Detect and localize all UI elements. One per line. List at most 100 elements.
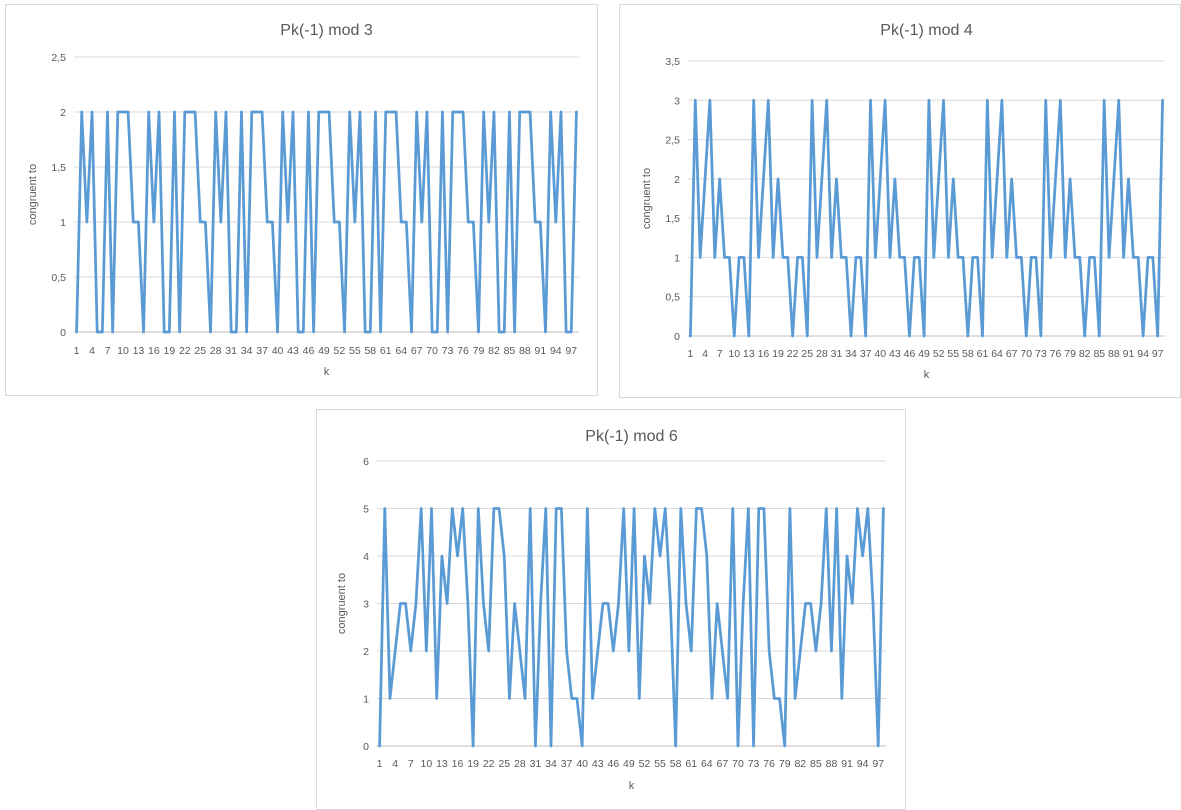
y-axis-label: congruent to	[27, 164, 39, 225]
x-tick-label: 94	[857, 758, 869, 770]
x-tick-label: 79	[1064, 348, 1076, 360]
y-tick-label: 0,5	[665, 292, 680, 304]
x-tick-label: 1	[377, 758, 383, 770]
y-tick-label: 3	[363, 599, 369, 611]
x-tick-label: 40	[874, 348, 886, 360]
x-tick-label: 22	[787, 348, 799, 360]
chart-title: Pk(-1) mod 4	[880, 22, 973, 39]
x-tick-label: 82	[488, 345, 500, 357]
x-tick-label: 52	[334, 345, 346, 357]
y-tick-label: 1	[363, 694, 369, 706]
x-tick-label: 58	[962, 348, 974, 360]
x-tick-label: 64	[395, 345, 407, 357]
x-tick-label: 82	[794, 758, 806, 770]
x-tick-label: 73	[1035, 348, 1047, 360]
x-tick-label: 4	[702, 348, 708, 360]
x-tick-label: 67	[411, 345, 423, 357]
y-tick-label: 0	[674, 331, 680, 343]
y-tick-label: 2,5	[51, 52, 66, 64]
y-axis-label: congruent to	[336, 573, 348, 634]
x-tick-label: 7	[408, 758, 414, 770]
x-tick-label: 22	[483, 758, 495, 770]
x-tick-label: 16	[452, 758, 464, 770]
x-tick-label: 25	[194, 345, 206, 357]
x-tick-label: 31	[831, 348, 843, 360]
chart-title: Pk(-1) mod 3	[280, 22, 373, 39]
x-tick-label: 49	[623, 758, 635, 770]
x-tick-label: 19	[467, 758, 479, 770]
x-tick-label: 61	[380, 345, 392, 357]
x-tick-label: 58	[364, 345, 376, 357]
y-tick-label: 1	[60, 217, 66, 229]
x-tick-label: 16	[148, 345, 160, 357]
chart-panel-mod4: Pk(-1) mod 4 0 0,5 1 1,5 2 2,5 3 3,5 1 4 7 10 13 16 19 2…	[619, 4, 1181, 398]
x-tick-label: 4	[89, 345, 95, 357]
x-tick-label: 94	[1137, 348, 1149, 360]
x-tick-label: 88	[519, 345, 531, 357]
x-tick-label: 49	[918, 348, 930, 360]
x-tick-label: 31	[530, 758, 542, 770]
x-tick-label: 19	[772, 348, 784, 360]
x-tick-label: 91	[1123, 348, 1135, 360]
x-tick-label: 19	[163, 345, 175, 357]
x-tick-label: 16	[758, 348, 770, 360]
y-tick-label: 2,5	[665, 135, 680, 147]
x-tick-label: 88	[1108, 348, 1120, 360]
x-axis-label: k	[924, 369, 930, 381]
chart-panel-mod6: Pk(-1) mod 6 0 1 2 3 4 5 6 1 4 7 10 13 16 19 22 25 28 31 34…	[316, 409, 906, 810]
x-tick-label: 52	[639, 758, 651, 770]
chart-svg-mod4: Pk(-1) mod 400,511,522,533,51 4 7 10 13 16 19 2…	[641, 22, 1165, 381]
x-tick-label: 52	[933, 348, 945, 360]
series-line	[378, 507, 885, 748]
x-tick-label: 70	[732, 758, 744, 770]
series-line	[75, 110, 578, 334]
x-tick-label: 64	[991, 348, 1003, 360]
x-tick-label: 46	[904, 348, 916, 360]
x-tick-label: 61	[977, 348, 989, 360]
x-tick-label: 28	[816, 348, 828, 360]
x-tick-label: 43	[287, 345, 299, 357]
y-tick-label: 4	[363, 551, 369, 563]
x-tick-label: 43	[592, 758, 604, 770]
x-tick-label: 76	[457, 345, 469, 357]
x-tick-label: 13	[133, 345, 145, 357]
y-tick-label: 1	[674, 252, 680, 264]
x-tick-label: 10	[117, 345, 129, 357]
y-tick-label: 1,5	[665, 213, 680, 225]
x-tick-label: 97	[565, 345, 577, 357]
x-tick-label: 37	[860, 348, 872, 360]
x-tick-label: 22	[179, 345, 191, 357]
x-tick-label: 73	[442, 345, 454, 357]
y-tick-label: 3	[674, 95, 680, 107]
x-tick-label: 46	[607, 758, 619, 770]
y-tick-label: 2	[60, 107, 66, 119]
x-tick-label: 46	[303, 345, 315, 357]
x-tick-label: 76	[763, 758, 775, 770]
x-axis-label: k	[324, 366, 330, 378]
y-tick-label: 2	[674, 174, 680, 186]
x-tick-label: 67	[717, 758, 729, 770]
x-tick-label: 1	[688, 348, 694, 360]
x-tick-label: 7	[105, 345, 111, 357]
chart-panel-mod3: Pk(-1) mod 3 0 0,5 1 1,5 2 2,5 1 4 7 10 13 16 19 22 25 2…	[5, 4, 598, 396]
x-tick-label: 37	[561, 758, 573, 770]
x-tick-label: 34	[545, 758, 557, 770]
x-tick-label: 10	[728, 348, 740, 360]
x-tick-label: 97	[1152, 348, 1164, 360]
x-tick-label: 88	[826, 758, 838, 770]
x-tick-label: 70	[426, 345, 438, 357]
x-tick-label: 31	[225, 345, 237, 357]
x-tick-label: 97	[872, 758, 884, 770]
x-tick-label: 25	[801, 348, 813, 360]
x-tick-label: 73	[748, 758, 760, 770]
x-tick-label: 70	[1020, 348, 1032, 360]
y-tick-label: 5	[363, 504, 369, 516]
y-tick-label: 0	[363, 741, 369, 753]
x-tick-label: 91	[841, 758, 853, 770]
x-tick-label: 55	[349, 345, 361, 357]
x-tick-label: 76	[1050, 348, 1062, 360]
x-tick-label: 40	[576, 758, 588, 770]
x-tick-label: 7	[717, 348, 723, 360]
x-tick-label: 34	[241, 345, 253, 357]
